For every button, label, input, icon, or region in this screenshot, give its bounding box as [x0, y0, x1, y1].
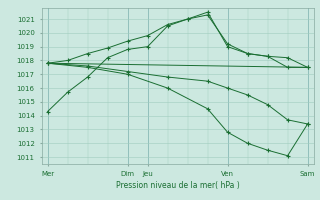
X-axis label: Pression niveau de la mer( hPa ): Pression niveau de la mer( hPa )	[116, 181, 239, 190]
